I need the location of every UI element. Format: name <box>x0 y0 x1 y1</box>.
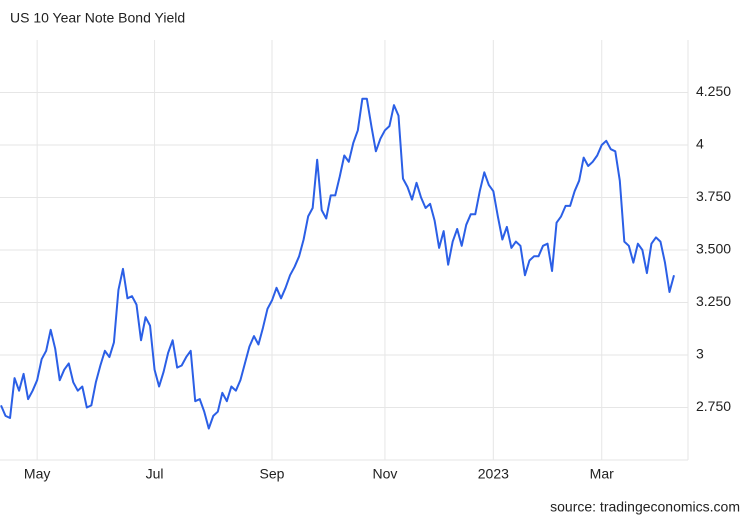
y-tick-label: 3.500 <box>696 241 731 257</box>
chart-title: US 10 Year Note Bond Yield <box>10 10 185 26</box>
y-tick-label: 3.250 <box>696 293 731 309</box>
x-tick-label: Sep <box>260 466 285 482</box>
x-tick-label: Mar <box>590 466 614 482</box>
x-tick-label: Nov <box>372 466 397 482</box>
x-tick-label: May <box>24 466 50 482</box>
y-tick-label: 3 <box>696 346 704 362</box>
x-tick-label: Jul <box>146 466 164 482</box>
y-tick-label: 3.750 <box>696 188 731 204</box>
y-tick-label: 2.750 <box>696 398 731 414</box>
yield-line <box>0 97 675 430</box>
source-note: source: tradingeconomics.com <box>550 499 740 515</box>
y-tick-label: 4 <box>696 136 704 152</box>
y-tick-label: 4.250 <box>696 83 731 99</box>
x-tick-label: 2023 <box>478 466 509 482</box>
